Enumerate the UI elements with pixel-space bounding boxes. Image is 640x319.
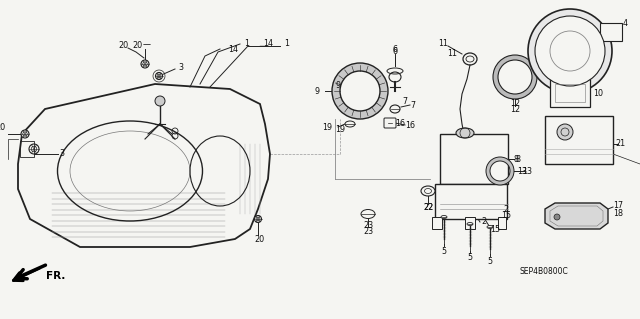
Text: 22: 22 bbox=[423, 204, 433, 212]
Text: 13: 13 bbox=[517, 167, 527, 175]
Text: FR.: FR. bbox=[46, 271, 65, 281]
Text: 2: 2 bbox=[504, 204, 509, 213]
Ellipse shape bbox=[421, 186, 435, 196]
Ellipse shape bbox=[467, 222, 473, 226]
Text: 23: 23 bbox=[363, 220, 373, 229]
Ellipse shape bbox=[461, 161, 469, 167]
Bar bbox=[435, 184, 507, 219]
Circle shape bbox=[21, 130, 29, 138]
Bar bbox=[432, 217, 442, 229]
Bar bbox=[440, 134, 508, 184]
Text: 16: 16 bbox=[405, 122, 415, 130]
Text: 3: 3 bbox=[179, 63, 184, 71]
Circle shape bbox=[255, 216, 262, 222]
Bar bbox=[555, 84, 585, 102]
Text: 12: 12 bbox=[510, 106, 520, 115]
Ellipse shape bbox=[389, 72, 401, 82]
Ellipse shape bbox=[390, 105, 400, 113]
Text: 4: 4 bbox=[623, 19, 627, 28]
Ellipse shape bbox=[441, 216, 447, 219]
Text: 21: 21 bbox=[615, 139, 625, 149]
Text: 20: 20 bbox=[132, 41, 142, 49]
Text: 10: 10 bbox=[593, 90, 603, 99]
Bar bbox=[600, 23, 622, 41]
Text: 16: 16 bbox=[395, 118, 405, 128]
Bar bbox=[20, 141, 34, 157]
Text: 19: 19 bbox=[322, 123, 332, 132]
Text: 15: 15 bbox=[490, 225, 500, 234]
Circle shape bbox=[557, 124, 573, 140]
Text: 12: 12 bbox=[510, 99, 520, 108]
Text: 9: 9 bbox=[315, 86, 320, 95]
Text: 15: 15 bbox=[501, 211, 511, 220]
Text: 1: 1 bbox=[244, 39, 250, 48]
Text: 8: 8 bbox=[513, 154, 518, 164]
Text: 5: 5 bbox=[442, 247, 447, 256]
Text: 13: 13 bbox=[522, 167, 532, 175]
Circle shape bbox=[141, 60, 149, 68]
Circle shape bbox=[535, 16, 605, 86]
Bar bbox=[498, 217, 506, 229]
Text: 6: 6 bbox=[392, 47, 397, 56]
Ellipse shape bbox=[456, 128, 474, 138]
Bar bbox=[465, 217, 475, 229]
Text: SEP4B0800C: SEP4B0800C bbox=[520, 266, 569, 276]
FancyBboxPatch shape bbox=[384, 118, 396, 128]
Ellipse shape bbox=[345, 121, 355, 127]
Text: 17: 17 bbox=[613, 201, 623, 210]
Text: 14: 14 bbox=[263, 39, 273, 48]
Text: 5: 5 bbox=[467, 254, 472, 263]
Text: 6: 6 bbox=[392, 44, 397, 54]
Circle shape bbox=[554, 214, 560, 220]
Text: 20: 20 bbox=[118, 41, 128, 50]
Circle shape bbox=[156, 72, 163, 79]
Text: 9: 9 bbox=[335, 81, 340, 91]
Ellipse shape bbox=[463, 53, 477, 65]
Text: 11: 11 bbox=[438, 39, 448, 48]
Text: 7: 7 bbox=[403, 97, 408, 106]
Text: 18: 18 bbox=[613, 209, 623, 218]
Bar bbox=[550, 79, 590, 107]
Polygon shape bbox=[545, 203, 608, 229]
Text: 14: 14 bbox=[228, 44, 238, 54]
Circle shape bbox=[528, 9, 612, 93]
Text: 8: 8 bbox=[515, 154, 520, 164]
Text: 11: 11 bbox=[447, 49, 457, 58]
Ellipse shape bbox=[487, 226, 493, 228]
Text: 20: 20 bbox=[254, 235, 264, 244]
Text: —: — bbox=[143, 41, 151, 49]
Bar bbox=[545, 116, 613, 164]
Ellipse shape bbox=[361, 210, 375, 219]
Text: 1: 1 bbox=[285, 39, 289, 48]
Text: 22: 22 bbox=[423, 203, 433, 211]
Circle shape bbox=[155, 96, 165, 106]
Text: 23: 23 bbox=[363, 226, 373, 235]
Text: 20: 20 bbox=[0, 123, 5, 132]
Text: 5: 5 bbox=[488, 256, 493, 265]
Text: 2: 2 bbox=[481, 218, 486, 226]
Text: 19: 19 bbox=[335, 124, 345, 133]
Text: 7: 7 bbox=[410, 100, 415, 109]
Circle shape bbox=[29, 144, 39, 154]
Text: 3: 3 bbox=[60, 150, 65, 159]
